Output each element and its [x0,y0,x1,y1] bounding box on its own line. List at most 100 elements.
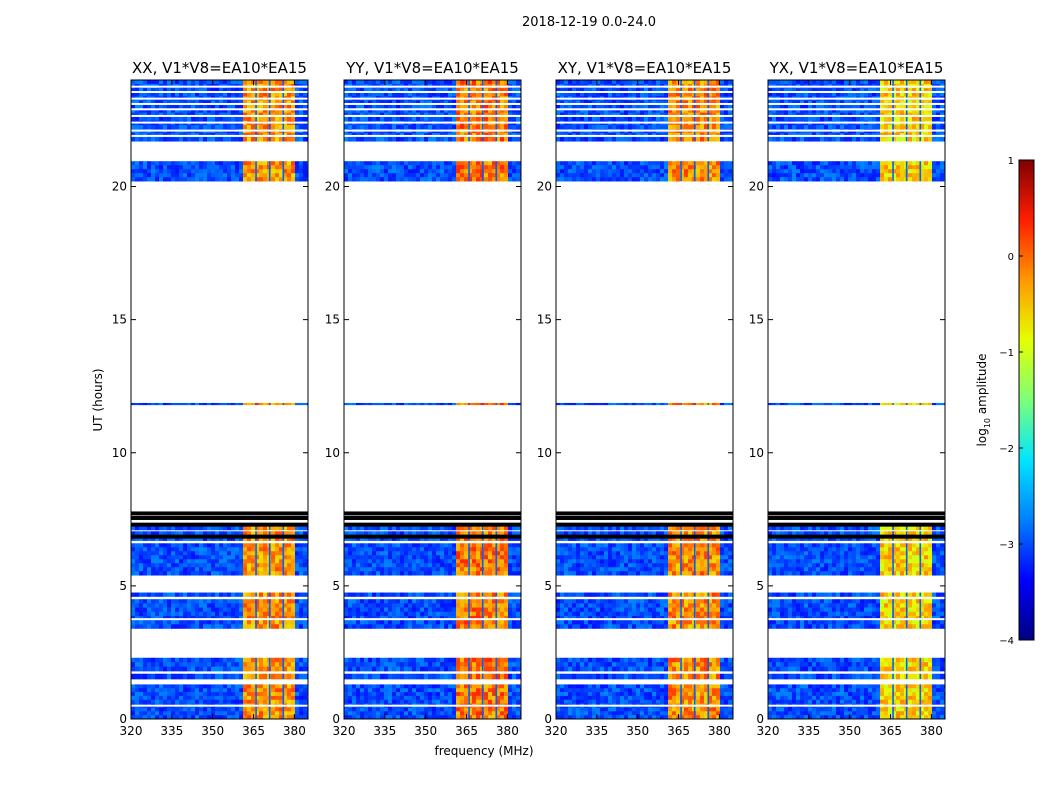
heat-cell [364,80,369,85]
heat-cell [432,100,437,105]
heat-cell [448,611,453,617]
heat-cell [215,607,220,613]
heat-cell [380,707,385,712]
heat-cell [243,666,248,672]
heat-cell [231,611,236,617]
flagged-line [344,704,521,707]
heat-cell [207,161,212,166]
heat-cell [199,551,204,556]
heat-cell [456,177,461,182]
heat-cell [496,567,501,572]
heat-cell [239,657,244,663]
heat-cell [388,603,393,608]
heat-cell [199,620,204,625]
heat-cell [500,624,505,629]
heat-cell [207,603,212,608]
heat-cell [195,531,200,537]
heat-cell [167,551,172,556]
heat-cell [348,543,353,548]
heat-cell [299,707,304,712]
heat-cell [420,607,425,613]
heat-cell [476,559,481,564]
heat-cell [436,715,441,720]
heat-cell [131,88,136,93]
heat-cell [211,707,216,712]
heat-cell [199,607,204,613]
heat-cell [412,695,417,701]
heat-cell [512,547,517,552]
heat-cell [239,104,244,109]
heat-cell [440,684,445,689]
heat-cell [199,692,204,697]
heat-cell [231,603,236,608]
heat-cell [356,547,361,552]
heat-cell [287,603,292,608]
heat-cell [203,592,208,597]
heat-cell [259,551,264,556]
heat-cell [247,695,252,701]
heat-cell [227,657,232,663]
heat-cell [275,707,280,712]
heat-cell [488,567,493,572]
heat-cell [251,711,256,716]
heat-cell [368,662,373,667]
heat-cell [496,607,501,613]
heat-cell [147,173,152,178]
heat-cell [456,80,461,85]
heat-cell [436,525,441,531]
heat-cell [191,555,196,560]
heat-cell [187,607,192,613]
heat-cell [400,657,405,663]
heat-cell [223,692,228,697]
heat-cell [424,559,429,564]
heat-cell [392,92,397,97]
heat-cell [436,603,441,608]
heat-cell [183,662,188,667]
heat-cell [496,402,501,406]
heat-cell [235,173,240,178]
heat-cell [412,699,417,704]
heat-cell [516,80,521,85]
x-tick-label: 380 [496,724,519,738]
heat-cell [259,173,264,178]
heat-cell [287,684,292,689]
heat-cell [452,684,457,689]
heat-cell [356,124,361,130]
heat-cell [376,547,381,552]
heat-cell [147,567,152,572]
heat-cell [420,707,425,712]
heat-cell [259,688,264,693]
heat-cell [464,116,469,122]
heat-cell [211,108,216,113]
heat-cell [380,100,385,105]
heat-cell [247,599,252,604]
heat-cell [456,699,461,704]
heat-cell [372,684,377,689]
heat-cell [444,80,449,85]
heat-cell [159,684,164,689]
heat-cell [496,551,501,556]
heat-cell [380,169,385,174]
heat-cell [436,620,441,625]
heat-cell [472,563,477,568]
heat-cell [500,402,505,406]
heat-cell [227,563,232,568]
heat-cell [436,607,441,613]
heat-cell [476,402,481,406]
heat-cell [131,624,136,629]
heat-cell [368,100,373,105]
heat-cell [171,571,176,576]
heat-cell [460,559,465,564]
heat-cell [219,555,224,560]
heat-cell [372,611,377,617]
heat-cell [492,599,497,604]
heat-cell [155,611,160,617]
heat-cell [191,108,196,113]
heat-cell [147,551,152,556]
heat-cell [412,715,417,720]
heat-cell [620,684,625,689]
heat-cell [295,611,300,617]
heat-cell [219,100,224,105]
heat-cell [299,177,304,182]
heat-cell [259,673,264,680]
